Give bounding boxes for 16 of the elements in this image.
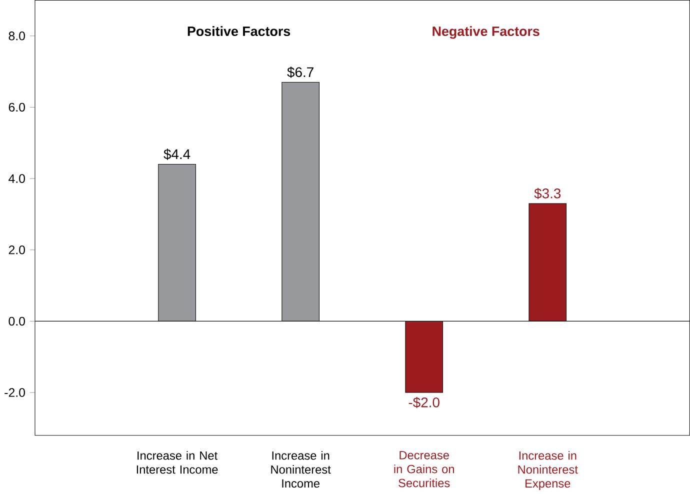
x-tick-label: Decrease in Gains on Securities: [394, 451, 454, 488]
y-tick-label: 6.0: [8, 102, 25, 112]
y-tick-label: -2.0: [4, 388, 25, 397]
annotation: Negative Factors: [432, 26, 540, 39]
y-tick-label: 4.0: [8, 174, 25, 183]
x-tick-label: Increase in Noninterest Income: [271, 451, 331, 488]
y-tick-label: 2.0: [8, 245, 25, 254]
data-label: -$2.0: [408, 396, 440, 408]
x-tick-label: Increase in Net Interest Income: [136, 451, 218, 474]
data-label: $6.7: [287, 66, 314, 78]
data-label: $4.4: [164, 148, 190, 160]
x-tick-label: Increase in Noninterest Expense: [518, 451, 578, 490]
annotation: Positive Factors: [188, 26, 290, 36]
y-tick-label: 8.0: [8, 31, 25, 40]
data-label: $3.3: [534, 188, 561, 200]
y-tick-label: 0.0: [8, 316, 25, 326]
